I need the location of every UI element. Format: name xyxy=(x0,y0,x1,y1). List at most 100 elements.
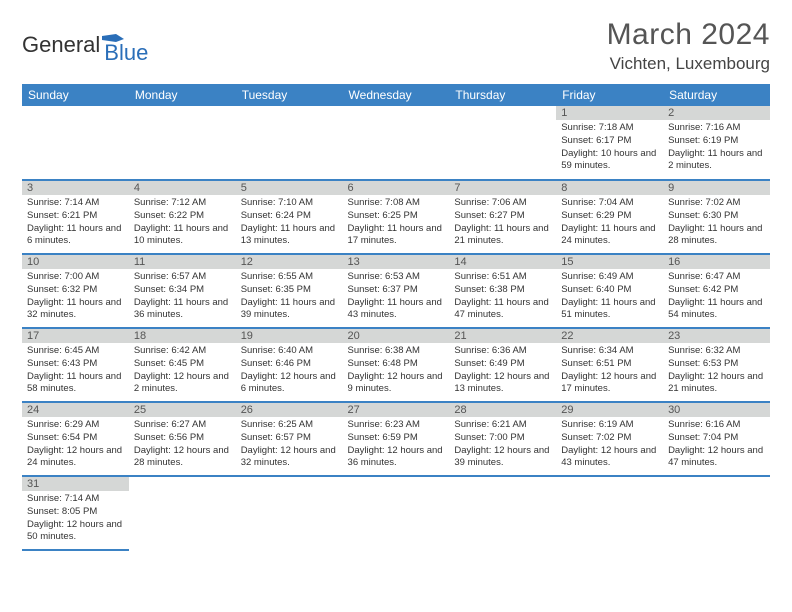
sunrise-text: Sunrise: 6:53 AM xyxy=(348,271,445,284)
sunrise-text: Sunrise: 7:02 AM xyxy=(668,197,765,210)
day-number: 7 xyxy=(449,181,556,195)
daylight-text: Daylight: 11 hours and 17 minutes. xyxy=(348,223,445,249)
daylight-text: Daylight: 12 hours and 2 minutes. xyxy=(134,371,231,397)
sunset-text: Sunset: 6:46 PM xyxy=(241,358,338,371)
daylight-text: Daylight: 12 hours and 47 minutes. xyxy=(668,445,765,471)
day-cell: 15Sunrise: 6:49 AMSunset: 6:40 PMDayligh… xyxy=(556,254,663,328)
day-cell: 5Sunrise: 7:10 AMSunset: 6:24 PMDaylight… xyxy=(236,180,343,254)
sunset-text: Sunset: 6:32 PM xyxy=(27,284,124,297)
logo-general: General xyxy=(22,32,100,58)
day-cell: 27Sunrise: 6:23 AMSunset: 6:59 PMDayligh… xyxy=(343,402,450,476)
sunset-text: Sunset: 6:22 PM xyxy=(134,210,231,223)
daylight-text: Daylight: 12 hours and 6 minutes. xyxy=(241,371,338,397)
location: Vichten, Luxembourg xyxy=(607,54,770,74)
daylight-text: Daylight: 12 hours and 32 minutes. xyxy=(241,445,338,471)
day-cell xyxy=(129,476,236,550)
day-number: 4 xyxy=(129,181,236,195)
day-content: Sunrise: 6:55 AMSunset: 6:35 PMDaylight:… xyxy=(236,269,343,325)
sunrise-text: Sunrise: 7:14 AM xyxy=(27,493,124,506)
sunset-text: Sunset: 6:35 PM xyxy=(241,284,338,297)
day-content: Sunrise: 6:57 AMSunset: 6:34 PMDaylight:… xyxy=(129,269,236,325)
day-cell: 21Sunrise: 6:36 AMSunset: 6:49 PMDayligh… xyxy=(449,328,556,402)
day-cell xyxy=(556,476,663,550)
sunrise-text: Sunrise: 6:29 AM xyxy=(27,419,124,432)
sunrise-text: Sunrise: 7:10 AM xyxy=(241,197,338,210)
week-row: 24Sunrise: 6:29 AMSunset: 6:54 PMDayligh… xyxy=(22,402,770,476)
daylight-text: Daylight: 11 hours and 58 minutes. xyxy=(27,371,124,397)
day-content: Sunrise: 7:14 AMSunset: 6:21 PMDaylight:… xyxy=(22,195,129,251)
day-content: Sunrise: 6:45 AMSunset: 6:43 PMDaylight:… xyxy=(22,343,129,399)
sunset-text: Sunset: 6:45 PM xyxy=(134,358,231,371)
day-cell: 28Sunrise: 6:21 AMSunset: 7:00 PMDayligh… xyxy=(449,402,556,476)
day-cell: 7Sunrise: 7:06 AMSunset: 6:27 PMDaylight… xyxy=(449,180,556,254)
sunrise-text: Sunrise: 7:12 AM xyxy=(134,197,231,210)
day-content: Sunrise: 6:21 AMSunset: 7:00 PMDaylight:… xyxy=(449,417,556,473)
daylight-text: Daylight: 11 hours and 6 minutes. xyxy=(27,223,124,249)
month-title: March 2024 xyxy=(607,18,770,52)
sunrise-text: Sunrise: 6:57 AM xyxy=(134,271,231,284)
daylight-text: Daylight: 12 hours and 28 minutes. xyxy=(134,445,231,471)
sunset-text: Sunset: 7:00 PM xyxy=(454,432,551,445)
sunrise-text: Sunrise: 6:40 AM xyxy=(241,345,338,358)
daylight-text: Daylight: 10 hours and 59 minutes. xyxy=(561,148,658,174)
sunrise-text: Sunrise: 6:21 AM xyxy=(454,419,551,432)
daylight-text: Daylight: 12 hours and 17 minutes. xyxy=(561,371,658,397)
day-number: 13 xyxy=(343,255,450,269)
sunset-text: Sunset: 6:19 PM xyxy=(668,135,765,148)
day-number: 2 xyxy=(663,106,770,120)
daylight-text: Daylight: 11 hours and 51 minutes. xyxy=(561,297,658,323)
sunrise-text: Sunrise: 6:45 AM xyxy=(27,345,124,358)
logo: General Blue xyxy=(22,24,148,66)
daylight-text: Daylight: 12 hours and 24 minutes. xyxy=(27,445,124,471)
day-number: 17 xyxy=(22,329,129,343)
day-cell: 11Sunrise: 6:57 AMSunset: 6:34 PMDayligh… xyxy=(129,254,236,328)
sunset-text: Sunset: 6:51 PM xyxy=(561,358,658,371)
week-row: 1Sunrise: 7:18 AMSunset: 6:17 PMDaylight… xyxy=(22,106,770,180)
sunset-text: Sunset: 6:59 PM xyxy=(348,432,445,445)
sunset-text: Sunset: 6:27 PM xyxy=(454,210,551,223)
daylight-text: Daylight: 12 hours and 21 minutes. xyxy=(668,371,765,397)
daylight-text: Daylight: 11 hours and 39 minutes. xyxy=(241,297,338,323)
day-content: Sunrise: 6:19 AMSunset: 7:02 PMDaylight:… xyxy=(556,417,663,473)
day-content: Sunrise: 6:23 AMSunset: 6:59 PMDaylight:… xyxy=(343,417,450,473)
day-content: Sunrise: 6:38 AMSunset: 6:48 PMDaylight:… xyxy=(343,343,450,399)
sunset-text: Sunset: 6:34 PM xyxy=(134,284,231,297)
day-cell: 13Sunrise: 6:53 AMSunset: 6:37 PMDayligh… xyxy=(343,254,450,328)
week-row: 10Sunrise: 7:00 AMSunset: 6:32 PMDayligh… xyxy=(22,254,770,328)
sunset-text: Sunset: 6:57 PM xyxy=(241,432,338,445)
day-number: 11 xyxy=(129,255,236,269)
daylight-text: Daylight: 11 hours and 47 minutes. xyxy=(454,297,551,323)
day-cell: 6Sunrise: 7:08 AMSunset: 6:25 PMDaylight… xyxy=(343,180,450,254)
sunrise-text: Sunrise: 6:55 AM xyxy=(241,271,338,284)
sunrise-text: Sunrise: 7:00 AM xyxy=(27,271,124,284)
sunrise-text: Sunrise: 7:14 AM xyxy=(27,197,124,210)
sunrise-text: Sunrise: 6:34 AM xyxy=(561,345,658,358)
day-content: Sunrise: 7:04 AMSunset: 6:29 PMDaylight:… xyxy=(556,195,663,251)
sunrise-text: Sunrise: 6:47 AM xyxy=(668,271,765,284)
sunset-text: Sunset: 6:49 PM xyxy=(454,358,551,371)
sunset-text: Sunset: 6:40 PM xyxy=(561,284,658,297)
sunrise-text: Sunrise: 7:06 AM xyxy=(454,197,551,210)
sunrise-text: Sunrise: 7:16 AM xyxy=(668,122,765,135)
day-cell: 9Sunrise: 7:02 AMSunset: 6:30 PMDaylight… xyxy=(663,180,770,254)
day-number: 1 xyxy=(556,106,663,120)
day-cell xyxy=(236,476,343,550)
sunset-text: Sunset: 7:04 PM xyxy=(668,432,765,445)
day-cell: 19Sunrise: 6:40 AMSunset: 6:46 PMDayligh… xyxy=(236,328,343,402)
header: General Blue March 2024 Vichten, Luxembo… xyxy=(22,18,770,74)
day-content: Sunrise: 7:12 AMSunset: 6:22 PMDaylight:… xyxy=(129,195,236,251)
title-block: March 2024 Vichten, Luxembourg xyxy=(607,18,770,74)
sunset-text: Sunset: 6:25 PM xyxy=(348,210,445,223)
day-cell: 26Sunrise: 6:25 AMSunset: 6:57 PMDayligh… xyxy=(236,402,343,476)
daylight-text: Daylight: 12 hours and 13 minutes. xyxy=(454,371,551,397)
day-cell: 14Sunrise: 6:51 AMSunset: 6:38 PMDayligh… xyxy=(449,254,556,328)
day-content: Sunrise: 7:18 AMSunset: 6:17 PMDaylight:… xyxy=(556,120,663,176)
day-number: 9 xyxy=(663,181,770,195)
day-cell: 29Sunrise: 6:19 AMSunset: 7:02 PMDayligh… xyxy=(556,402,663,476)
day-cell xyxy=(22,106,129,180)
day-cell xyxy=(343,106,450,180)
daylight-text: Daylight: 11 hours and 32 minutes. xyxy=(27,297,124,323)
header-row: Sunday Monday Tuesday Wednesday Thursday… xyxy=(22,84,770,106)
sunset-text: Sunset: 6:42 PM xyxy=(668,284,765,297)
sunrise-text: Sunrise: 6:25 AM xyxy=(241,419,338,432)
